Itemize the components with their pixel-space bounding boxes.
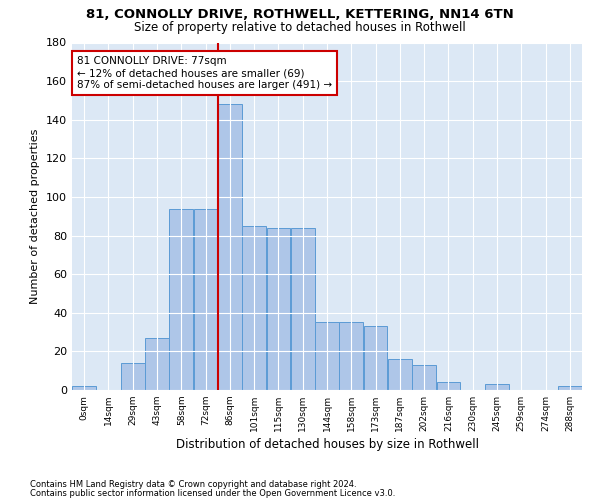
Bar: [242, 226, 266, 390]
Bar: [340, 322, 363, 390]
Bar: [412, 365, 436, 390]
X-axis label: Distribution of detached houses by size in Rothwell: Distribution of detached houses by size …: [176, 438, 479, 451]
Text: Contains public sector information licensed under the Open Government Licence v3: Contains public sector information licen…: [30, 488, 395, 498]
Bar: [558, 386, 582, 390]
Bar: [388, 359, 412, 390]
Bar: [485, 384, 509, 390]
Text: Size of property relative to detached houses in Rothwell: Size of property relative to detached ho…: [134, 21, 466, 34]
Y-axis label: Number of detached properties: Number of detached properties: [31, 128, 40, 304]
Bar: [218, 104, 242, 390]
Bar: [72, 386, 96, 390]
Bar: [145, 338, 169, 390]
Bar: [437, 382, 460, 390]
Bar: [121, 363, 145, 390]
Text: 81 CONNOLLY DRIVE: 77sqm
← 12% of detached houses are smaller (69)
87% of semi-d: 81 CONNOLLY DRIVE: 77sqm ← 12% of detach…: [77, 56, 332, 90]
Bar: [169, 208, 193, 390]
Bar: [266, 228, 290, 390]
Text: 81, CONNOLLY DRIVE, ROTHWELL, KETTERING, NN14 6TN: 81, CONNOLLY DRIVE, ROTHWELL, KETTERING,…: [86, 8, 514, 20]
Bar: [315, 322, 339, 390]
Bar: [194, 208, 217, 390]
Bar: [291, 228, 314, 390]
Text: Contains HM Land Registry data © Crown copyright and database right 2024.: Contains HM Land Registry data © Crown c…: [30, 480, 356, 489]
Bar: [364, 326, 388, 390]
